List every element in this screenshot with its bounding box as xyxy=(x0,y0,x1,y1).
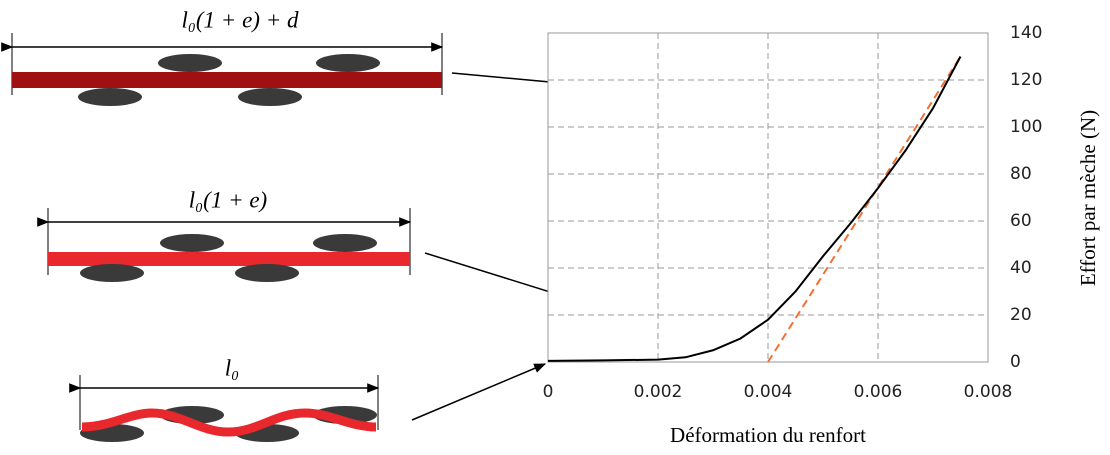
strip-tensioned: l₀(1 + e) + d xyxy=(1,7,444,106)
y-tick-label: 120 xyxy=(1010,70,1042,90)
x-tick-label: 0.004 xyxy=(744,382,793,402)
y-tick-label: 20 xyxy=(1010,305,1032,325)
y-tick-label: 140 xyxy=(1010,23,1042,43)
y-tick-label: 100 xyxy=(1010,117,1042,137)
x-tick-label: 0.002 xyxy=(634,382,683,402)
y-axis-label: Effort par mèche (N) xyxy=(1076,110,1100,286)
x-axis-label: Déformation du renfort xyxy=(670,423,866,447)
x-tick-label: 0.008 xyxy=(964,382,1013,402)
series-line xyxy=(767,55,962,363)
x-tick-label: 0.006 xyxy=(854,382,903,402)
strip-straight: l₀(1 + e) xyxy=(37,187,412,282)
chart: 0 20 40 60 80 100 120 140 0 0.002 0.004 0.006 0.008 xyxy=(543,23,1043,402)
length-label: l₀(1 + e) + d xyxy=(182,7,299,32)
length-label: l₀ xyxy=(225,355,239,380)
series-line xyxy=(547,56,962,362)
length-label: l₀(1 + e) xyxy=(189,187,267,212)
x-tick-label: 0 xyxy=(543,382,554,402)
strip-wavy: l₀ xyxy=(69,355,380,442)
y-tick-label: 80 xyxy=(1010,164,1032,184)
y-tick-label: 0 xyxy=(1010,352,1021,372)
y-tick-label: 40 xyxy=(1010,258,1032,278)
y-tick-label: 60 xyxy=(1010,211,1032,231)
